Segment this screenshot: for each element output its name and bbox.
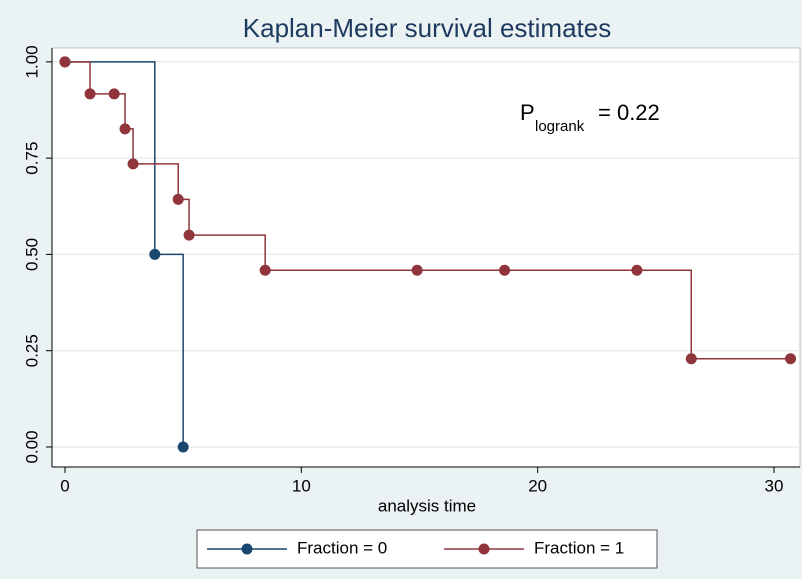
data-point (172, 193, 184, 205)
legend-label: Fraction = 0 (297, 538, 387, 557)
data-point (108, 88, 120, 100)
data-point (59, 56, 71, 68)
legend-marker (241, 543, 253, 555)
data-point (631, 264, 643, 276)
x-tick-label: 10 (292, 476, 311, 495)
y-tick-label: 0.75 (22, 142, 41, 175)
x-axis-title: analysis time (378, 496, 476, 515)
data-point (411, 264, 423, 276)
annotation: P logrank = 0.22 (520, 100, 660, 135)
x-tick-label: 30 (765, 476, 784, 495)
x-tick-label: 20 (528, 476, 547, 495)
annotation-rest: = 0.22 (598, 100, 660, 125)
data-point (84, 88, 96, 100)
y-tick-label: 0.25 (22, 334, 41, 367)
legend-label: Fraction = 1 (534, 538, 624, 557)
data-point (685, 353, 697, 365)
legend-marker (478, 543, 490, 555)
annotation-main: P (520, 100, 535, 125)
y-tick-label: 1.00 (22, 45, 41, 78)
data-point (259, 264, 271, 276)
data-point (499, 264, 511, 276)
data-point (785, 353, 797, 365)
y-tick-label: 0.50 (22, 238, 41, 271)
data-point (127, 158, 139, 170)
y-tick-label: 0.00 (22, 430, 41, 463)
x-tick-label: 0 (60, 476, 69, 495)
data-point (183, 229, 195, 241)
chart-title: Kaplan-Meier survival estimates (243, 13, 611, 43)
data-point (119, 123, 131, 135)
plot-area (51, 47, 801, 468)
data-point (149, 248, 161, 260)
annotation-subscript: logrank (535, 118, 585, 135)
data-point (177, 441, 189, 453)
